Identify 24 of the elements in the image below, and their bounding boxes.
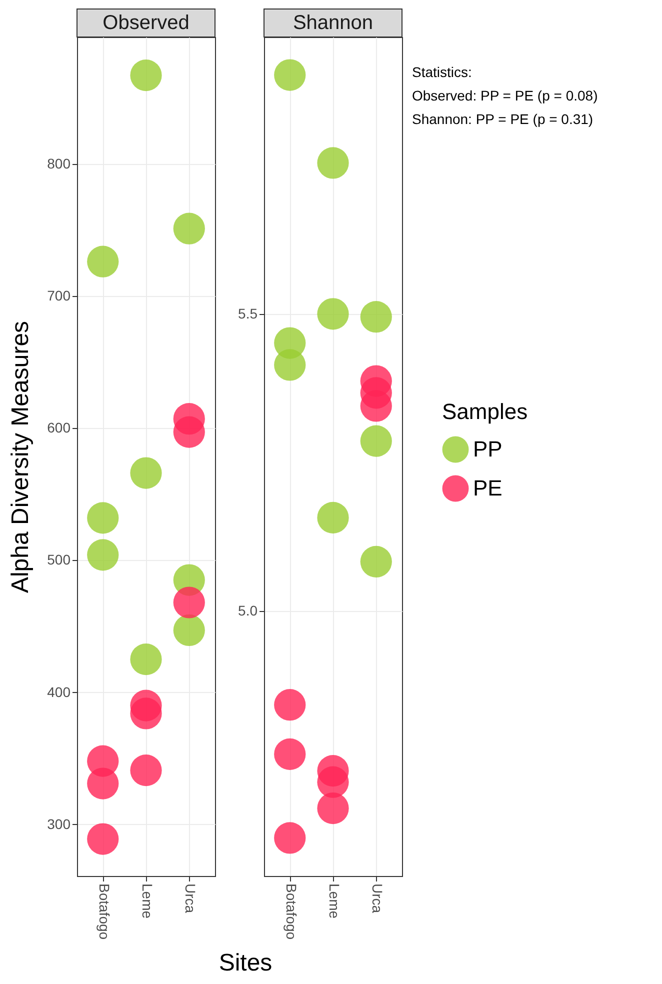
y-tick-label: 400 [47,684,71,700]
chart-title: Observed [102,12,190,34]
x-tick-label: Botafogo [283,884,300,940]
x-tick-label: Urca [370,884,386,914]
x-tick-label: Leme [326,884,342,919]
legend-label: PP [473,436,502,462]
legend-label: PE [473,476,502,500]
y-tick-label: 500 [47,552,71,568]
y-tick-label: 700 [47,287,71,304]
x-tick-label: Botafogo [96,884,112,940]
y-tick-label: 5.5 [238,305,258,322]
y-tick-label: 600 [47,420,71,436]
y-tick-label: 300 [47,816,71,832]
x-tick-label: Urca [182,884,199,914]
y-tick-label: 800 [47,155,71,172]
text: Statistics: [412,64,472,80]
x-tick-label: Leme [140,884,156,919]
y-tick-label: 5.0 [238,602,258,618]
text: Observed: PP = PE (p = 0.08) [412,88,598,104]
legend-title: Samples [442,399,528,424]
text: Shannon: PP = PE (p = 0.31) [412,111,594,127]
x-axis-title: Sites [218,950,272,977]
chart-title: Shannon [292,12,374,34]
y-axis-title: Alpha Diversity Measures [7,320,34,594]
